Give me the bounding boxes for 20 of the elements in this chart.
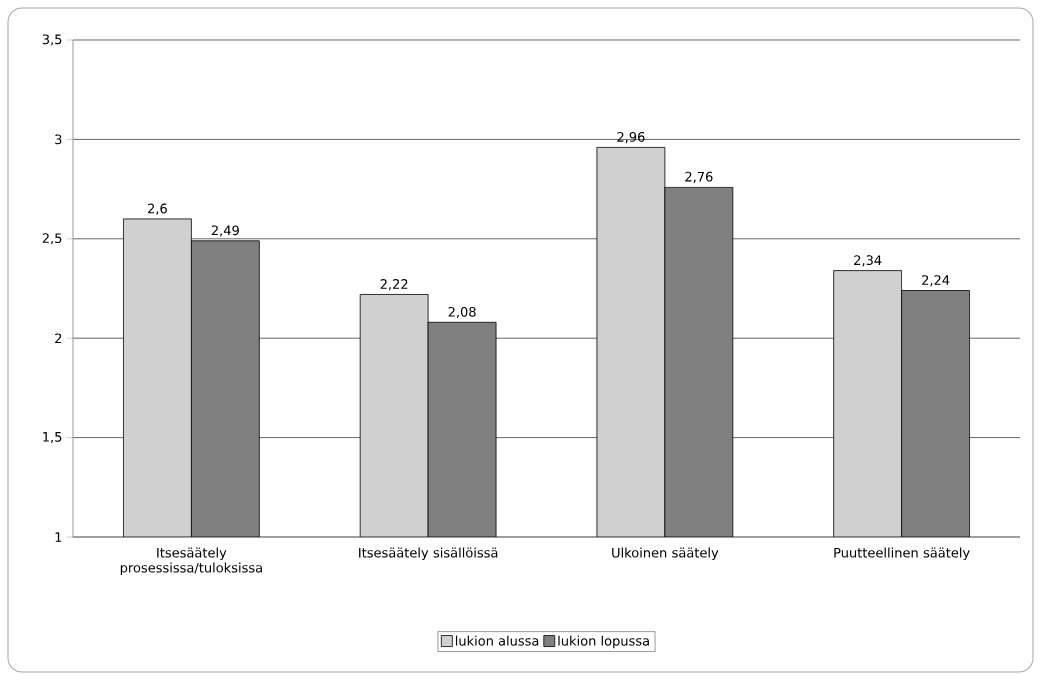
x-tick-label: Puutteellinen säätely [834, 547, 970, 561]
x-tick-label: Itsesäätely sisällöissä [359, 547, 498, 561]
y-tick-label: 2,5 [42, 233, 62, 245]
data-label: 2,24 [922, 275, 950, 287]
legend-label: lukion lopussa [558, 635, 649, 649]
y-tick-label: 3 [55, 134, 62, 145]
y-tick-label: 2 [55, 333, 62, 344]
data-label: 2,96 [617, 131, 645, 144]
data-label: 2,76 [685, 171, 713, 183]
data-label: 2,22 [380, 279, 408, 291]
data-label: 2,49 [211, 225, 239, 237]
legend-label: lukion alussa [455, 635, 539, 646]
y-tick-label: 1,5 [43, 432, 62, 444]
data-label: 2,34 [854, 255, 882, 267]
data-label: 2,6 [148, 203, 167, 215]
y-tick-label: 1 [55, 532, 62, 542]
x-tick-label: Itsesäätely prosessissa/tuloksissa [120, 547, 262, 576]
x-tick-label: Ulkoinen säätely [612, 547, 719, 561]
data-label: 2,08 [448, 306, 476, 319]
y-tick-label: 3,5 [42, 34, 62, 46]
